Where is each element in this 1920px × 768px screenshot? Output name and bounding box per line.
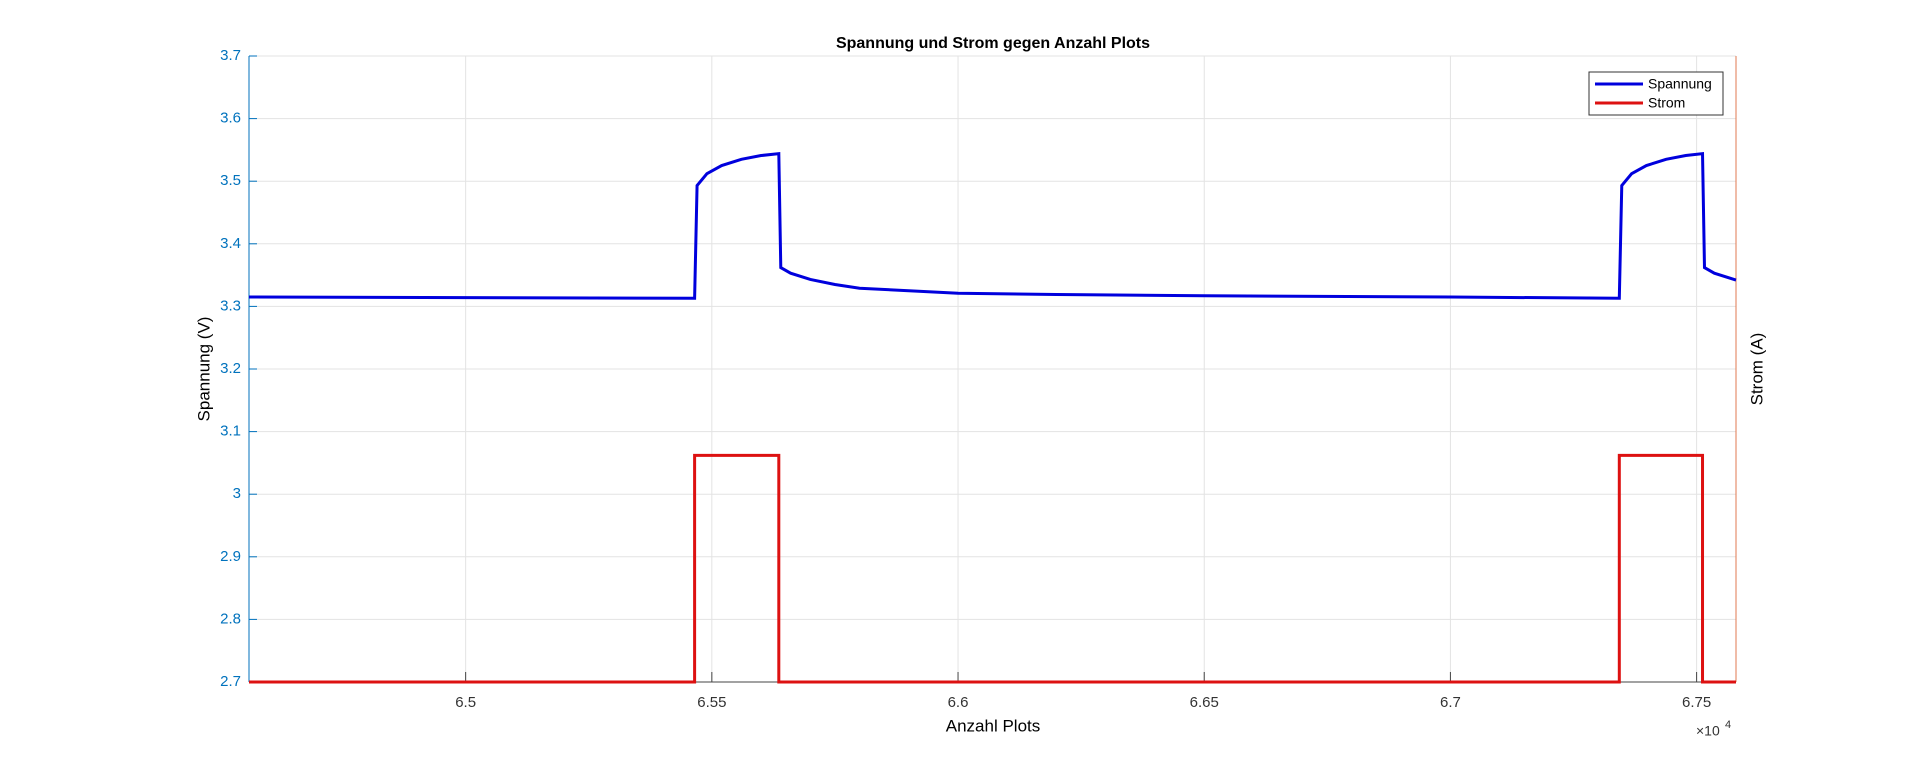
y-tick-label: 3 <box>233 485 241 502</box>
x-tick-label: 6.5 <box>455 694 476 711</box>
x-tick-label: 6.6 <box>948 694 969 711</box>
x-axis-label: Anzahl Plots <box>946 716 1041 735</box>
x-tick-label: 6.7 <box>1440 694 1461 711</box>
y-tick-label: 2.7 <box>220 673 241 690</box>
y-tick-label: 3.5 <box>220 172 241 189</box>
x-tick-label: 6.65 <box>1190 694 1219 711</box>
y-tick-label: 3.2 <box>220 360 241 377</box>
y-tick-label: 2.9 <box>220 548 241 565</box>
y2-axis-label: Strom (A) <box>1747 333 1766 406</box>
series-line <box>248 151 1737 300</box>
y-tick-label: 3.6 <box>220 110 241 127</box>
y-tick-label: 3.1 <box>220 423 241 440</box>
x-multiplier-exponent: 4 <box>1725 719 1731 731</box>
y-tick-label: 3.7 <box>220 47 241 64</box>
chart-title: Spannung und Strom gegen Anzahl Plots <box>836 35 1150 52</box>
x-multiplier: ×10 <box>1696 723 1720 739</box>
x-tick-label: 6.75 <box>1682 694 1711 711</box>
legend-box <box>1588 71 1724 116</box>
y-tick-label: 2.8 <box>220 610 241 627</box>
legend-label: Spannung <box>1648 76 1712 92</box>
x-tick-label: 6.55 <box>697 694 726 711</box>
series-line <box>249 453 1736 684</box>
y-axis-label: Spannung (V) <box>194 317 213 422</box>
y-tick-label: 3.3 <box>220 297 241 314</box>
y-tick-label: 3.4 <box>220 235 241 252</box>
legend-label: Strom <box>1648 95 1685 111</box>
